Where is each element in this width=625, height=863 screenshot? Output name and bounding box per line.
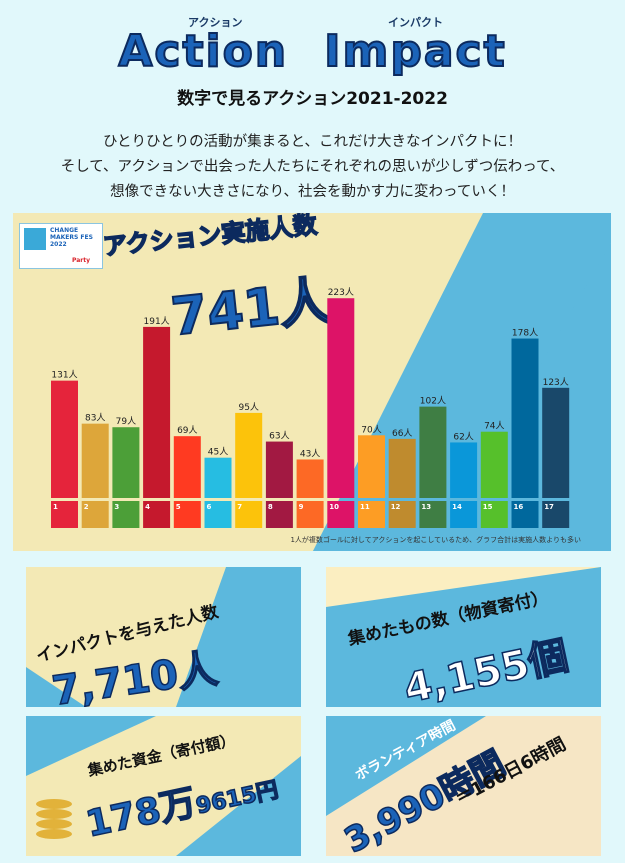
bar-value-label: 131人 bbox=[51, 370, 77, 381]
bar-goal-16 bbox=[511, 338, 539, 498]
sdg-goal-icon bbox=[327, 501, 355, 528]
bar-goal-14 bbox=[450, 442, 478, 498]
title-action: Action bbox=[117, 25, 289, 78]
bar-goal-13 bbox=[419, 406, 447, 498]
logo-mark bbox=[24, 228, 46, 250]
sdg-goal-number: 3 bbox=[114, 503, 119, 511]
card-bg-decor bbox=[26, 567, 301, 707]
intro-line-3: 想像できない大きさになり、社会を動かす力に変わっていく！ bbox=[110, 184, 515, 200]
bar-value-label: 95人 bbox=[238, 402, 258, 413]
page-subtitle: 数字で見るアクション2021-2022 bbox=[177, 89, 448, 109]
bar-value-label: 63人 bbox=[269, 431, 289, 442]
bar-goal-11 bbox=[358, 435, 385, 498]
logo-text: CHANGE MAKERS FES 2022 bbox=[50, 227, 93, 248]
card-bg-decor bbox=[326, 716, 486, 816]
sdg-goal-icon bbox=[358, 501, 385, 528]
bar-value-label: 178人 bbox=[512, 328, 538, 339]
bar-goal-12 bbox=[388, 438, 416, 498]
card-donated-funds: 集めた資金（寄付額） 178万9615円 bbox=[26, 716, 301, 856]
bar-chart: 131人 1 83人 2 79人 3 191人 4 69人 5 45人 6 95人 7 63人 8 43人 9 22… bbox=[51, 287, 570, 528]
sdg-goal-number: 14 bbox=[452, 503, 462, 511]
sdg-goal-number: 6 bbox=[207, 503, 212, 511]
card-volunteer-hours: ボランティア時間 3,990時間 ＝166日6時間 bbox=[326, 716, 601, 856]
bar-value-label: 66人 bbox=[392, 428, 412, 439]
intro-text: ひとりひとりの活動が集まると、これだけ大きなインパクトに！ そして、アクションで… bbox=[0, 130, 625, 205]
card-bg-decor bbox=[26, 716, 301, 856]
sdg-goal-number: 8 bbox=[268, 503, 273, 511]
bar-value-label: 102人 bbox=[420, 396, 446, 407]
sdg-goal-icon bbox=[81, 501, 109, 528]
ruby-action: アクション bbox=[188, 16, 243, 29]
bar-goal-5 bbox=[173, 436, 201, 498]
sdg-goal-number: 5 bbox=[176, 503, 181, 511]
bar-value-label: 45人 bbox=[208, 447, 228, 458]
sdg-goal-icon bbox=[296, 501, 324, 528]
bar-goal-3 bbox=[112, 427, 140, 498]
sdg-goal-icon bbox=[51, 501, 78, 528]
card-impact-people: インパクトを与えた人数 7,710人 bbox=[26, 567, 301, 707]
bar-value-label: 70人 bbox=[361, 424, 381, 435]
bar-goal-15 bbox=[480, 431, 508, 498]
bar-goal-17 bbox=[542, 387, 570, 498]
chart-panel: CHANGE MAKERS FES 2022 Party アクション実施人数 7… bbox=[13, 213, 611, 551]
sdg-goal-number: 9 bbox=[299, 503, 304, 511]
ruby-impact: インパクト bbox=[388, 16, 443, 29]
bar-value-label: 43人 bbox=[300, 448, 320, 459]
sdg-goal-icon bbox=[265, 501, 293, 528]
intro-line-1: ひとりひとりの活動が集まると、これだけ大きなインパクトに！ bbox=[102, 134, 523, 150]
bar-goal-6 bbox=[204, 457, 232, 498]
bar-goal-10 bbox=[327, 298, 355, 498]
bar-value-label: 62人 bbox=[453, 431, 473, 442]
card-donated-items: 集めたもの数（物資寄付） 4,155個 bbox=[326, 567, 601, 707]
bar-goal-9 bbox=[296, 459, 324, 498]
bar-goal-2 bbox=[81, 423, 109, 498]
sdg-goal-icon bbox=[112, 501, 140, 528]
sdg-goal-number: 16 bbox=[514, 503, 524, 511]
sdg-goal-number: 12 bbox=[391, 503, 401, 511]
bar-goal-4 bbox=[143, 326, 171, 498]
sdg-goal-icon bbox=[480, 501, 508, 528]
bar-value-label: 83人 bbox=[85, 413, 105, 424]
sdg-goal-number: 7 bbox=[237, 503, 242, 511]
chart-footnote: 1人が複数ゴールに対してアクションを起こしているため、グラフ合計は実施人数よりも… bbox=[290, 536, 581, 544]
sdg-goal-number: 10 bbox=[329, 503, 339, 511]
logo-party: Party bbox=[72, 257, 91, 264]
bar-goal-7 bbox=[235, 412, 263, 498]
sdg-goal-icon bbox=[204, 501, 232, 528]
sdg-goal-number: 15 bbox=[483, 503, 493, 511]
sdg-goal-icon bbox=[450, 501, 478, 528]
bar-value-label: 191人 bbox=[144, 316, 170, 327]
sdg-goal-number: 4 bbox=[145, 503, 150, 511]
bar-value-label: 69人 bbox=[177, 425, 197, 436]
sdg-goal-number: 13 bbox=[421, 503, 431, 511]
sdg-goal-number: 1 bbox=[53, 503, 58, 511]
sdg-goal-icon bbox=[235, 501, 263, 528]
sdg-goal-number: 11 bbox=[360, 503, 370, 511]
title-impact: Impact bbox=[323, 25, 507, 78]
sdg-goal-icon bbox=[388, 501, 416, 528]
sdg-goal-icon bbox=[419, 501, 447, 528]
bar-goal-8 bbox=[265, 441, 293, 498]
bar-value-label: 223人 bbox=[328, 287, 354, 298]
bar-value-label: 79人 bbox=[116, 416, 136, 427]
bar-value-label: 123人 bbox=[543, 377, 569, 388]
intro-line-2: そして、アクションで出会った人たちにそれぞれの思いが少しずつ伝わって、 bbox=[60, 159, 565, 175]
sdg-goal-number: 17 bbox=[544, 503, 554, 511]
sdg-goal-icon bbox=[542, 501, 570, 528]
sdg-goal-icon bbox=[143, 501, 171, 528]
card-bg-decor bbox=[326, 567, 601, 707]
event-logo: CHANGE MAKERS FES 2022 Party bbox=[19, 223, 103, 269]
sdg-goal-number: 2 bbox=[84, 503, 89, 511]
bar-goal-1 bbox=[51, 380, 78, 498]
sdg-goal-icon bbox=[511, 501, 539, 528]
bar-value-label: 74人 bbox=[484, 421, 504, 432]
sdg-goal-icon bbox=[173, 501, 201, 528]
page-title: Action Impact bbox=[0, 25, 625, 78]
